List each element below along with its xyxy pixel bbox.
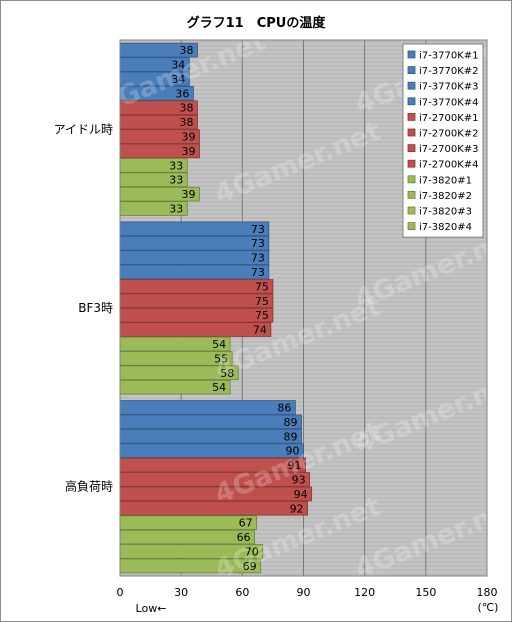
- legend-swatch: [407, 128, 416, 137]
- bar-value-label: 33: [169, 159, 183, 172]
- legend-label: i7-3820#4: [419, 222, 472, 233]
- legend-label: i7-2700K#3: [419, 144, 479, 155]
- legend-swatch: [407, 81, 416, 90]
- unit-label: (℃): [478, 601, 499, 614]
- x-tick-label-120: 120: [354, 586, 375, 599]
- legend-swatch: [407, 190, 416, 199]
- low-label: Low←: [136, 602, 167, 615]
- legend-label: i7-2700K#1: [419, 113, 479, 124]
- category-label: アイドル時: [54, 122, 113, 136]
- bar-value-label: 55: [214, 352, 228, 365]
- bar-value-label: 86: [277, 401, 291, 414]
- x-tick-label-90: 90: [297, 586, 311, 599]
- bar: [119, 307, 274, 323]
- bar-value-label: 67: [239, 517, 253, 530]
- bar-value-label: 69: [243, 560, 257, 573]
- bar: [119, 322, 272, 337]
- legend-label: i7-3770K#3: [419, 82, 479, 93]
- legend-swatch: [407, 50, 416, 59]
- legend-label: i7-2700K#4: [419, 160, 479, 171]
- bar-value-label: 73: [251, 223, 265, 236]
- bar-value-label: 38: [179, 44, 193, 57]
- bar-value-label: 70: [245, 545, 259, 558]
- legend-swatch: [407, 97, 416, 106]
- legend-label: i7-2700K#2: [419, 129, 479, 140]
- bar: [119, 428, 302, 444]
- bar: [119, 221, 270, 237]
- bar: [119, 414, 302, 430]
- bar-value-label: 34: [171, 59, 185, 72]
- legend-swatch: [407, 175, 416, 184]
- bar-value-label: 89: [283, 430, 297, 443]
- bar-value-label: 75: [255, 309, 269, 322]
- bar-value-label: 73: [251, 252, 265, 265]
- bar-value-label: 92: [290, 502, 304, 515]
- plot-border: [119, 39, 488, 577]
- bar-value-label: 93: [292, 473, 306, 486]
- legend-label: i7-3770K#1: [419, 51, 479, 62]
- bar-value-label: 74: [253, 324, 267, 337]
- bar-value-label: 39: [182, 131, 196, 144]
- bar: [119, 279, 274, 294]
- bar: [119, 400, 296, 415]
- x-tick-label-150: 150: [415, 586, 436, 599]
- legend-label: i7-3820#1: [419, 175, 472, 186]
- x-tick-label-30: 30: [174, 586, 188, 599]
- legend-label: i7-3820#2: [419, 191, 472, 202]
- legend-swatch: [407, 113, 416, 121]
- bar: [119, 515, 258, 530]
- category-label: 高負荷時: [65, 479, 113, 494]
- legend-label: i7-3820#3: [419, 207, 472, 218]
- bar-value-label: 54: [212, 381, 226, 394]
- legend-swatch: [407, 66, 416, 74]
- bar: [119, 500, 308, 516]
- bar-value-label: 73: [251, 237, 265, 250]
- legend-label: i7-3770K#2: [419, 66, 479, 77]
- bar-value-label: 91: [288, 459, 302, 472]
- category-label: BF3時: [78, 301, 113, 315]
- bar-value-label: 33: [169, 174, 183, 187]
- bar-value-label: 73: [251, 266, 265, 279]
- bar-value-label: 36: [175, 87, 189, 100]
- bar-value-label: 66: [237, 531, 251, 544]
- legend-swatch: [407, 206, 416, 215]
- legend-swatch: [407, 144, 416, 153]
- x-tick-label-0: 0: [117, 586, 124, 599]
- legend-swatch: [407, 222, 416, 231]
- bar-value-label: 89: [283, 416, 297, 429]
- bar-value-label: 54: [212, 338, 226, 351]
- bar: [119, 264, 270, 280]
- bar: [119, 235, 270, 251]
- bar-value-label: 38: [179, 116, 193, 129]
- x-tick-label-180: 180: [477, 586, 498, 599]
- bar-value-label: 38: [179, 102, 193, 115]
- bar: [119, 293, 274, 309]
- legend-swatch: [407, 159, 416, 168]
- bar-value-label: 94: [294, 488, 308, 501]
- bar: [119, 529, 255, 545]
- bar-value-label: 34: [171, 73, 185, 86]
- bar-value-label: 75: [255, 295, 269, 308]
- legend-label: i7-3770K#4: [419, 97, 479, 108]
- legend-box: [402, 43, 484, 238]
- bar-value-label: 75: [255, 280, 269, 293]
- bar-value-label: 39: [182, 188, 196, 201]
- x-tick-label-60: 60: [235, 586, 249, 599]
- chart-title: グラフ11 CPUの温度: [187, 15, 327, 31]
- bar: [119, 250, 270, 265]
- bar-value-label: 90: [286, 445, 300, 458]
- bar-value-label: 58: [220, 367, 234, 380]
- bar-value-label: 33: [169, 203, 183, 216]
- bar-value-label: 39: [182, 145, 196, 158]
